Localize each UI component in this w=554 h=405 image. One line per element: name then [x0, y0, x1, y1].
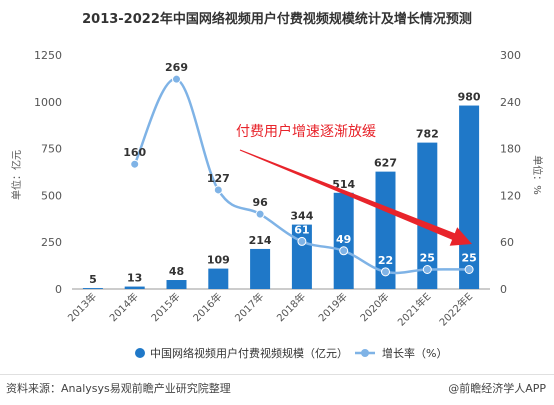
- bar-value-label: 514: [332, 178, 355, 191]
- left-tick-label: 0: [55, 283, 62, 296]
- legend-bar-swatch: [135, 348, 145, 358]
- annotation-text: 付费用户增速逐渐放缓: [236, 123, 376, 140]
- bar-value-label: 5: [89, 273, 97, 286]
- bar: [291, 224, 312, 289]
- bar: [250, 248, 271, 289]
- right-tick-label: 300: [500, 49, 521, 62]
- left-axis-label: 单位：亿元: [10, 150, 23, 200]
- growth-value-label: 25: [461, 252, 476, 265]
- right-axis-ticks: 0 60 120 180 240 300: [500, 49, 521, 296]
- right-tick-label: 120: [500, 189, 521, 202]
- growth-value-label: 25: [420, 252, 435, 265]
- trend-annotation: 付费用户增速逐渐放缓: [236, 123, 472, 246]
- growth-point: [213, 185, 223, 195]
- left-tick-label: 250: [41, 236, 62, 249]
- bar-value-label: 980: [458, 91, 481, 104]
- legend-line-label: 增长率（%）: [382, 346, 447, 360]
- footer-divider: [0, 374, 554, 375]
- bar: [124, 286, 145, 289]
- bar-labels: 5 13 48 109 214 344 514 627 782 980: [89, 91, 481, 287]
- right-tick-label: 0: [500, 283, 507, 296]
- growth-point: [172, 74, 181, 84]
- growth-value-label: 127: [207, 172, 230, 185]
- right-tick-label: 180: [500, 143, 521, 156]
- growth-value-label: 269: [165, 61, 188, 74]
- growth-value-label: 61: [294, 223, 309, 236]
- bar: [82, 288, 103, 289]
- bar: [375, 171, 396, 289]
- x-tick-label: 2019年: [316, 290, 350, 324]
- growth-line: 160 269 127 96 61 49 22 25 25: [123, 61, 477, 277]
- bar: [208, 268, 229, 289]
- growth-value-label: 96: [252, 196, 268, 209]
- bar-value-label: 782: [416, 128, 439, 141]
- right-tick-label: 60: [500, 236, 514, 249]
- left-tick-label: 750: [41, 143, 62, 156]
- legend-line-marker: [361, 349, 369, 357]
- bar: [417, 142, 438, 289]
- left-tick-label: 1250: [34, 49, 62, 62]
- x-tick-label: 2016年: [190, 290, 224, 324]
- x-tick-label: 2013年: [65, 290, 99, 324]
- bar-value-label: 13: [127, 272, 142, 285]
- x-tick-label: 2020年: [357, 290, 391, 324]
- chart-svg: 0 250 500 750 1000 1250 0 60 120 180 240 300 5 13 48…: [10, 49, 544, 360]
- x-axis-labels: 2013年 2014年 2015年 2016年 2017年 2018年 2019年 2020年…: [65, 290, 475, 329]
- growth-point: [381, 267, 390, 277]
- bar: [333, 192, 354, 289]
- x-tick-label: 2021年E: [395, 290, 434, 329]
- bar: [166, 280, 187, 289]
- growth-point: [297, 236, 307, 246]
- brand-credit: @前瞻经济学人APP: [448, 382, 546, 395]
- x-tick-label: 2014年: [107, 290, 141, 324]
- growth-point: [130, 159, 140, 169]
- growth-point: [464, 265, 474, 274]
- annotation-arrow: [239, 149, 472, 246]
- bar-value-label: 627: [374, 157, 397, 170]
- growth-point: [422, 265, 432, 274]
- growth-value-label: 49: [336, 233, 351, 246]
- growth-value-label: 22: [378, 254, 393, 267]
- legend-bar-label: 中国网络视频用户付费视频规模（亿元）: [150, 346, 348, 360]
- x-tick-label: 2015年: [148, 290, 182, 324]
- growth-value-label: 160: [123, 146, 146, 159]
- growth-point: [255, 209, 265, 219]
- x-tick-label: 2018年: [274, 290, 308, 324]
- right-axis-label: 单位：%: [531, 155, 544, 195]
- right-tick-label: 240: [500, 96, 521, 109]
- bar-value-label: 344: [290, 210, 313, 223]
- left-axis-ticks: 0 250 500 750 1000 1250: [34, 49, 62, 296]
- x-tick-label: 2017年: [232, 290, 266, 324]
- legend: 中国网络视频用户付费视频规模（亿元） 增长率（%）: [135, 346, 447, 360]
- growth-point: [339, 246, 349, 256]
- left-tick-label: 1000: [34, 96, 62, 109]
- source-note: 资料来源：Analysys易观前瞻产业研究院整理: [6, 382, 231, 395]
- bar-value-label: 214: [249, 234, 272, 247]
- chart-title: 2013-2022年中国网络视频用户付费视频规模统计及增长情况预测: [82, 12, 472, 27]
- bar-value-label: 109: [207, 254, 230, 267]
- x-tick-label: 2022年E: [436, 290, 475, 329]
- bar-value-label: 48: [169, 265, 184, 278]
- left-tick-label: 500: [41, 189, 62, 202]
